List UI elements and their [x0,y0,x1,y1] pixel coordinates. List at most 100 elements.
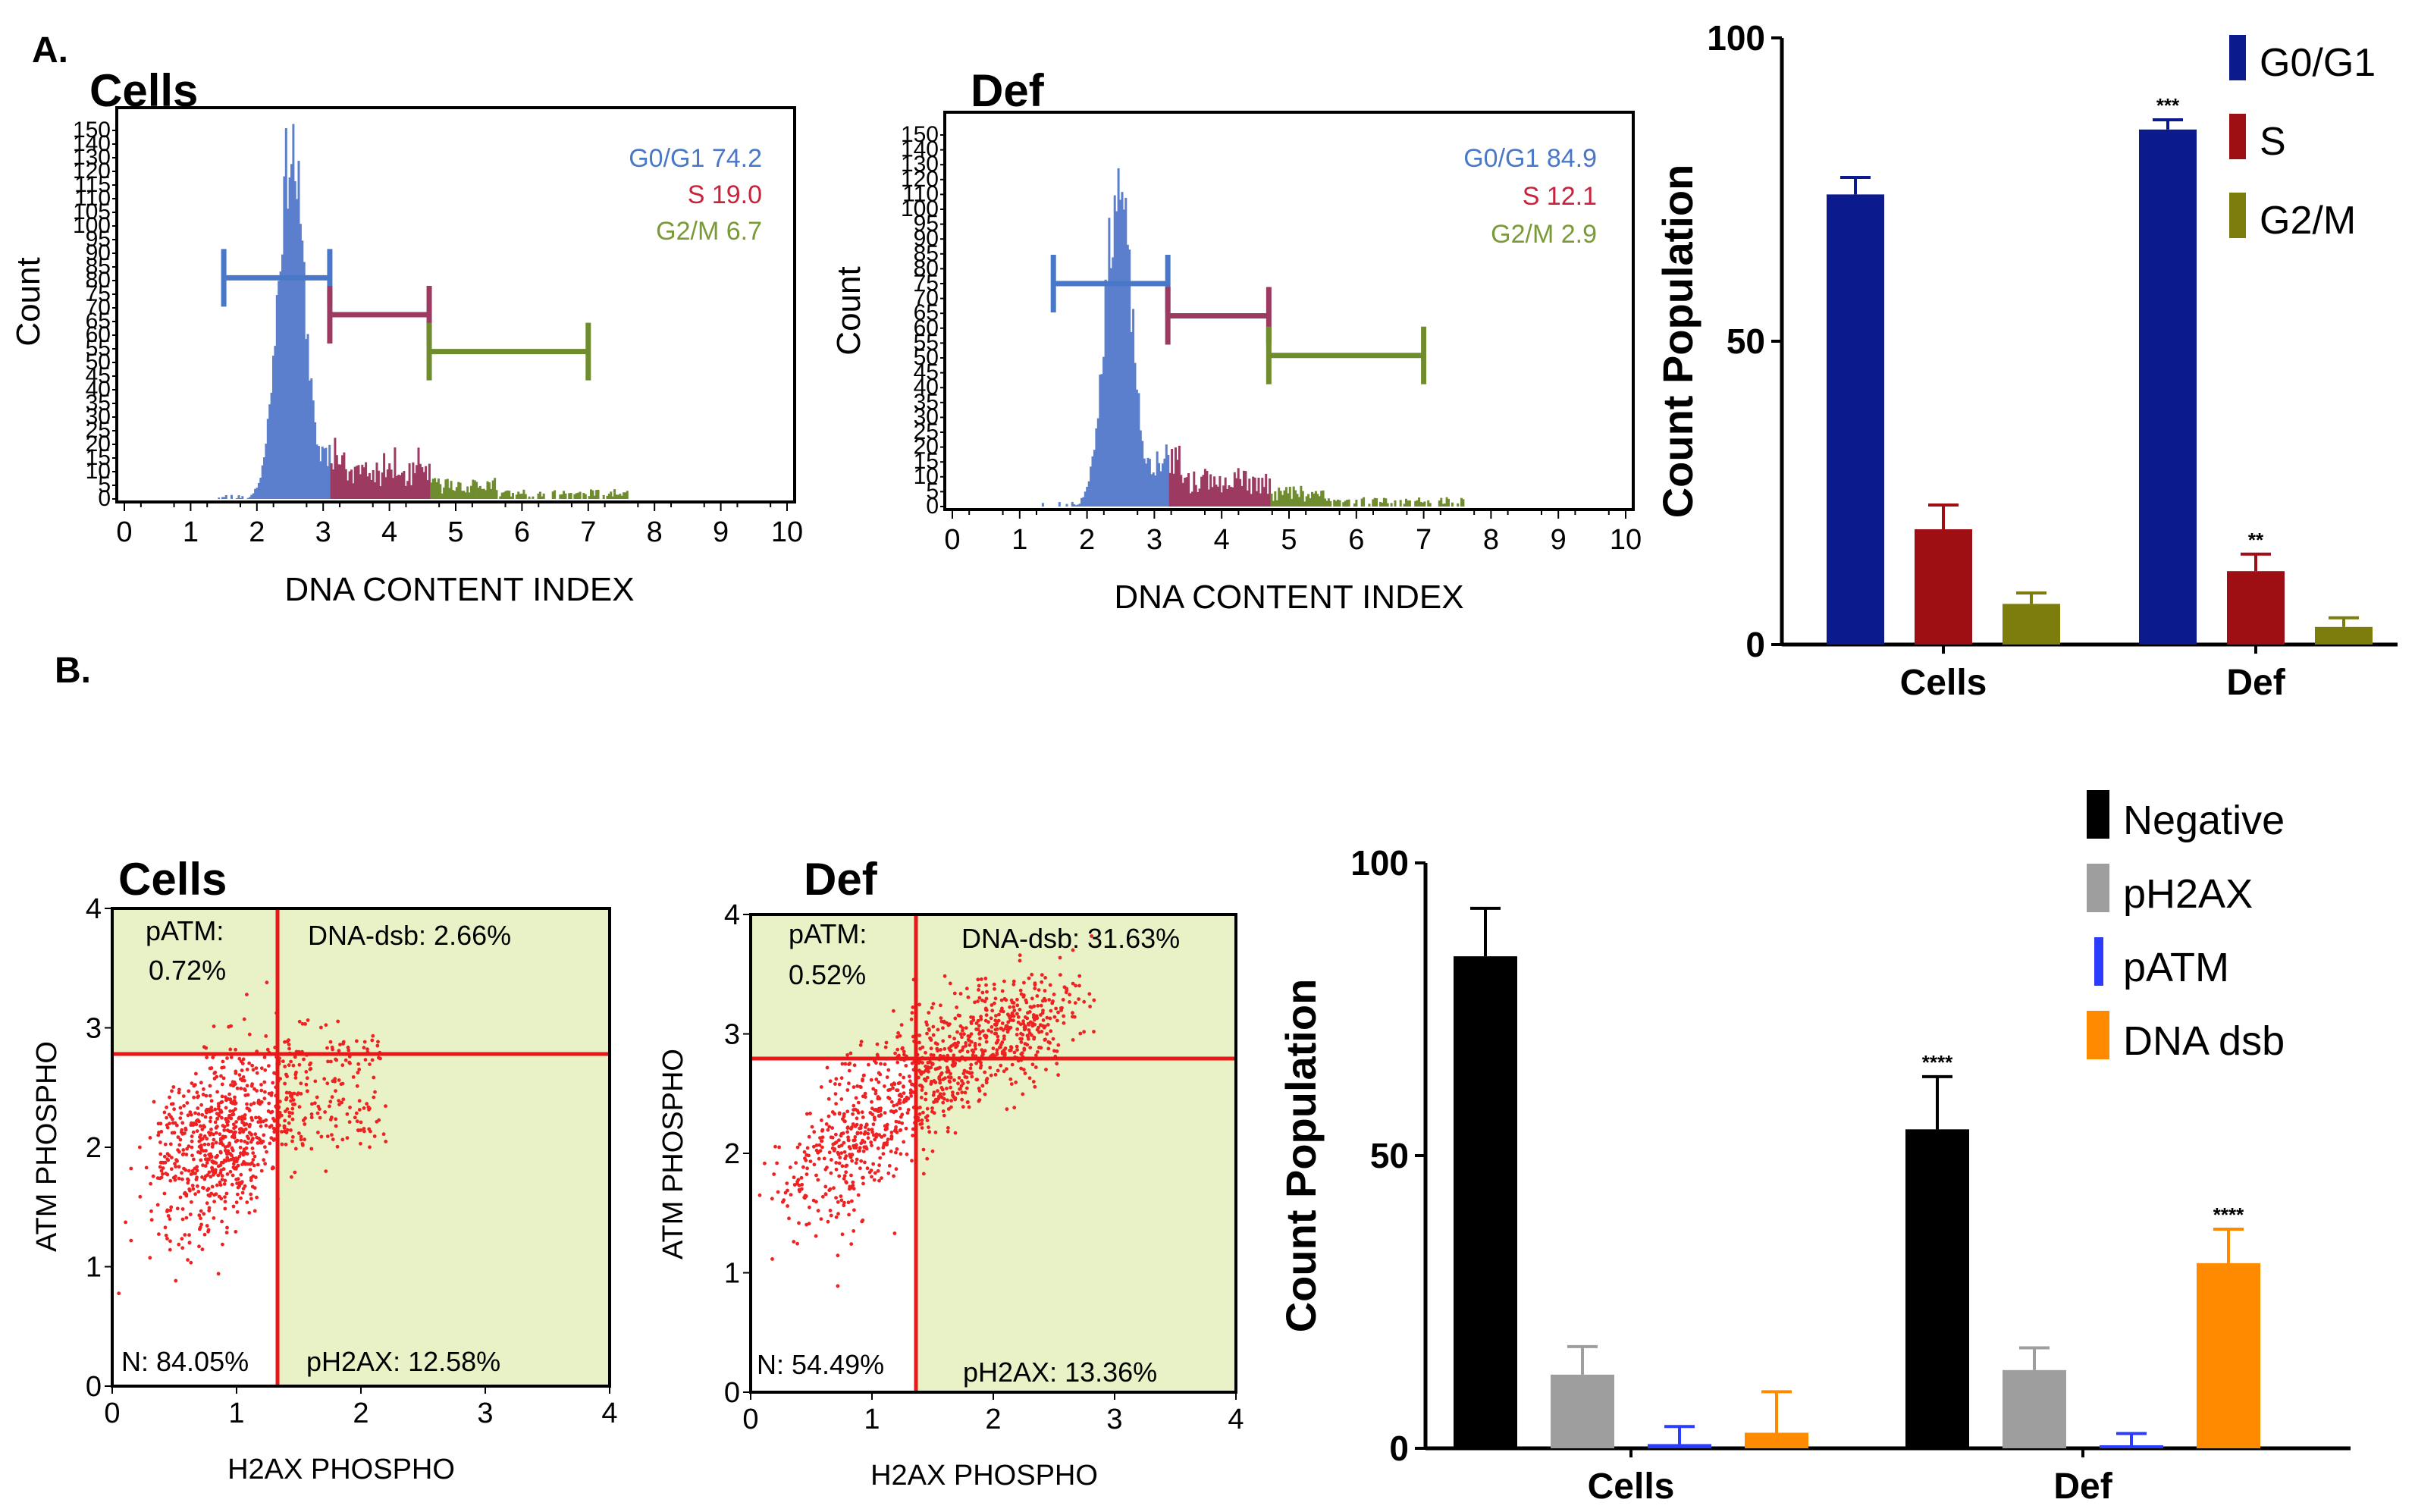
scatter-point [772,1172,776,1176]
scatter-point [968,1043,972,1047]
x-tick-label: 9 [713,516,729,548]
histogram-bin [1372,499,1375,507]
histogram-bin [1086,487,1089,507]
histogram-bin [1313,493,1316,507]
scatter-point [859,1040,864,1044]
scatter-point [977,988,980,992]
scatter-point [807,1153,811,1158]
scatter-point [247,1211,252,1215]
scatter-point [199,1222,203,1227]
scatter-point [1033,1084,1037,1089]
histogram-bin [1256,491,1258,507]
scatter-point [183,1233,187,1237]
scatter-point [906,1096,911,1101]
scatter-point [814,1234,818,1238]
histogram-bin [319,461,322,499]
histogram-bin [1130,331,1133,507]
panel-label-b: B. [55,651,91,691]
scatter-point [233,1095,237,1099]
scatter-point [1000,1006,1004,1011]
scatter-point [170,1156,174,1159]
scatter-point [923,1078,927,1081]
scatter-point [1002,1069,1006,1074]
scatter-point [870,1112,874,1116]
histogram-bin [1360,498,1363,507]
scatter-point [900,1046,905,1051]
scatter-point [976,977,980,982]
scatter-point [877,1080,881,1084]
scatter-point [929,1038,933,1042]
scatter-point [239,1059,243,1064]
scatter-point [995,1027,999,1031]
scatter-point [359,1141,362,1146]
histogram-bin [223,497,226,499]
scatter-point [925,1156,930,1161]
scatter-point [983,1070,987,1074]
histogram-bin [1146,457,1149,507]
histogram-bin [1218,475,1222,507]
scatter-point [213,1120,218,1125]
histogram-bin [500,492,503,499]
scatter-point [848,1051,853,1056]
scatter-point [829,1213,833,1218]
scatter-point [807,1222,811,1226]
histogram-bin [1423,501,1426,507]
histogram-bin [1303,501,1306,507]
histogram-bin [1335,500,1338,507]
scatter-point [319,1025,323,1030]
histogram-bin [1382,497,1385,507]
histogram-bin [1119,199,1121,507]
scatter-point [1058,955,1062,960]
scatter-point [867,1062,870,1067]
scatter-point [297,1131,301,1135]
scatter-point [941,1026,945,1030]
histogram-bin [564,493,567,499]
scatter-point [931,1033,936,1037]
scatter-point [308,1062,312,1067]
scatter-point [162,1191,167,1196]
scatter-point [263,1145,267,1150]
scatter-point [222,1182,227,1186]
scatter-point [202,1087,205,1091]
scatter-point [237,1127,242,1131]
scatter-point [885,1140,889,1145]
scatter-point [362,1127,366,1131]
histogram-bin [390,469,393,499]
scatter-point [983,1034,986,1038]
y-tick-label: 40 [914,375,939,400]
scatter-point [246,1093,250,1097]
scatter-point [159,1169,164,1173]
scatter-point [363,1058,368,1062]
scatter-point [215,1183,219,1187]
scatter-point [925,1106,930,1111]
scatter-point [1082,999,1087,1004]
scatter-point [189,1172,193,1176]
scatter-point [977,1099,981,1103]
scatter-point [232,1162,236,1166]
scatter-point [891,1086,895,1090]
scatter-point [885,1075,889,1079]
histogram-bin [361,464,364,499]
histogram-bin [616,494,619,499]
histogram-bin [379,486,382,499]
scatter-point [887,1096,892,1101]
scatter-point [871,1133,876,1137]
scatter-point [889,1150,893,1153]
scatter-point [786,1204,789,1208]
scatter-point [952,1053,956,1058]
scatter-point [190,1081,194,1085]
scatter-point [946,1126,950,1130]
y-tick-label: 50 [1727,322,1765,361]
y-tick-label: 0 [724,1377,740,1409]
scatter-point [229,1129,234,1134]
bar [2197,1263,2260,1448]
scatter-point [220,1174,224,1178]
scatter-point [377,1118,381,1122]
scatter-point [816,1150,820,1155]
scatter-point [988,1065,993,1070]
histogram-bin [1373,497,1376,507]
histogram-bin [326,466,329,499]
histogram-bin [1163,458,1166,507]
scatter-point [842,1203,846,1208]
